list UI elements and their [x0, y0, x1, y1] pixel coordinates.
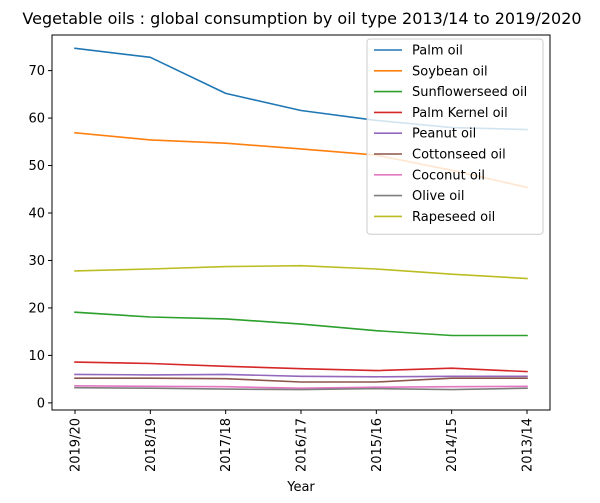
x-tick-label: 2016/17 [295, 418, 310, 472]
y-tick-label: 70 [28, 64, 45, 79]
y-tick-label: 40 [28, 207, 45, 222]
x-tick-label: 2019/20 [69, 418, 84, 472]
legend-label: Palm Kernel oil [412, 106, 508, 121]
legend-box [366, 38, 544, 235]
x-tick-label: 2015/16 [370, 418, 385, 472]
x-axis-label: Year [286, 480, 315, 495]
y-tick-label: 10 [28, 349, 45, 364]
series-line-peanut-oil [74, 373, 528, 378]
x-tick-label: 2018/19 [144, 418, 159, 472]
legend-label: Sunflowerseed oil [412, 85, 527, 100]
x-axis: 2019/20 2018/19 2017/18 2016/17 2015/16 2014/… [69, 410, 536, 472]
legend-label: Rapeseed oil [412, 210, 495, 225]
legend-label: Coconut oil [412, 168, 485, 183]
series-line-cottonseed-oil [74, 377, 528, 383]
chart-title: Vegetable oils : global consumption by o… [22, 9, 581, 28]
series-line-rapeseed-oil [74, 264, 528, 280]
y-tick-label: 50 [28, 159, 45, 174]
y-tick-label: 60 [28, 112, 45, 127]
legend-label: Palm oil [412, 44, 463, 59]
y-axis: 0 10 20 30 40 50 60 70 [28, 64, 52, 411]
x-tick-label: 2014/15 [445, 418, 460, 472]
y-tick-label: 0 [37, 396, 45, 411]
legend-label: Soybean oil [412, 64, 488, 79]
x-tick-label: 2013/14 [521, 418, 536, 472]
legend-label: Olive oil [412, 189, 464, 204]
y-tick-label: 20 [28, 301, 45, 316]
legend: Palm oil Soybean oil Sunflowerseed oil Palm… [366, 38, 544, 235]
series-line-olive-oil [74, 386, 528, 391]
series-line-coconut-oil [74, 384, 528, 390]
legend-label: Peanut oil [412, 127, 476, 142]
y-tick-label: 30 [28, 254, 45, 269]
series-line-sunflowerseed-oil [74, 311, 528, 337]
legend-label: Cottonseed oil [412, 148, 506, 163]
series-line-palm-kernel-oil [74, 361, 528, 373]
x-tick-label: 2017/18 [219, 418, 234, 472]
